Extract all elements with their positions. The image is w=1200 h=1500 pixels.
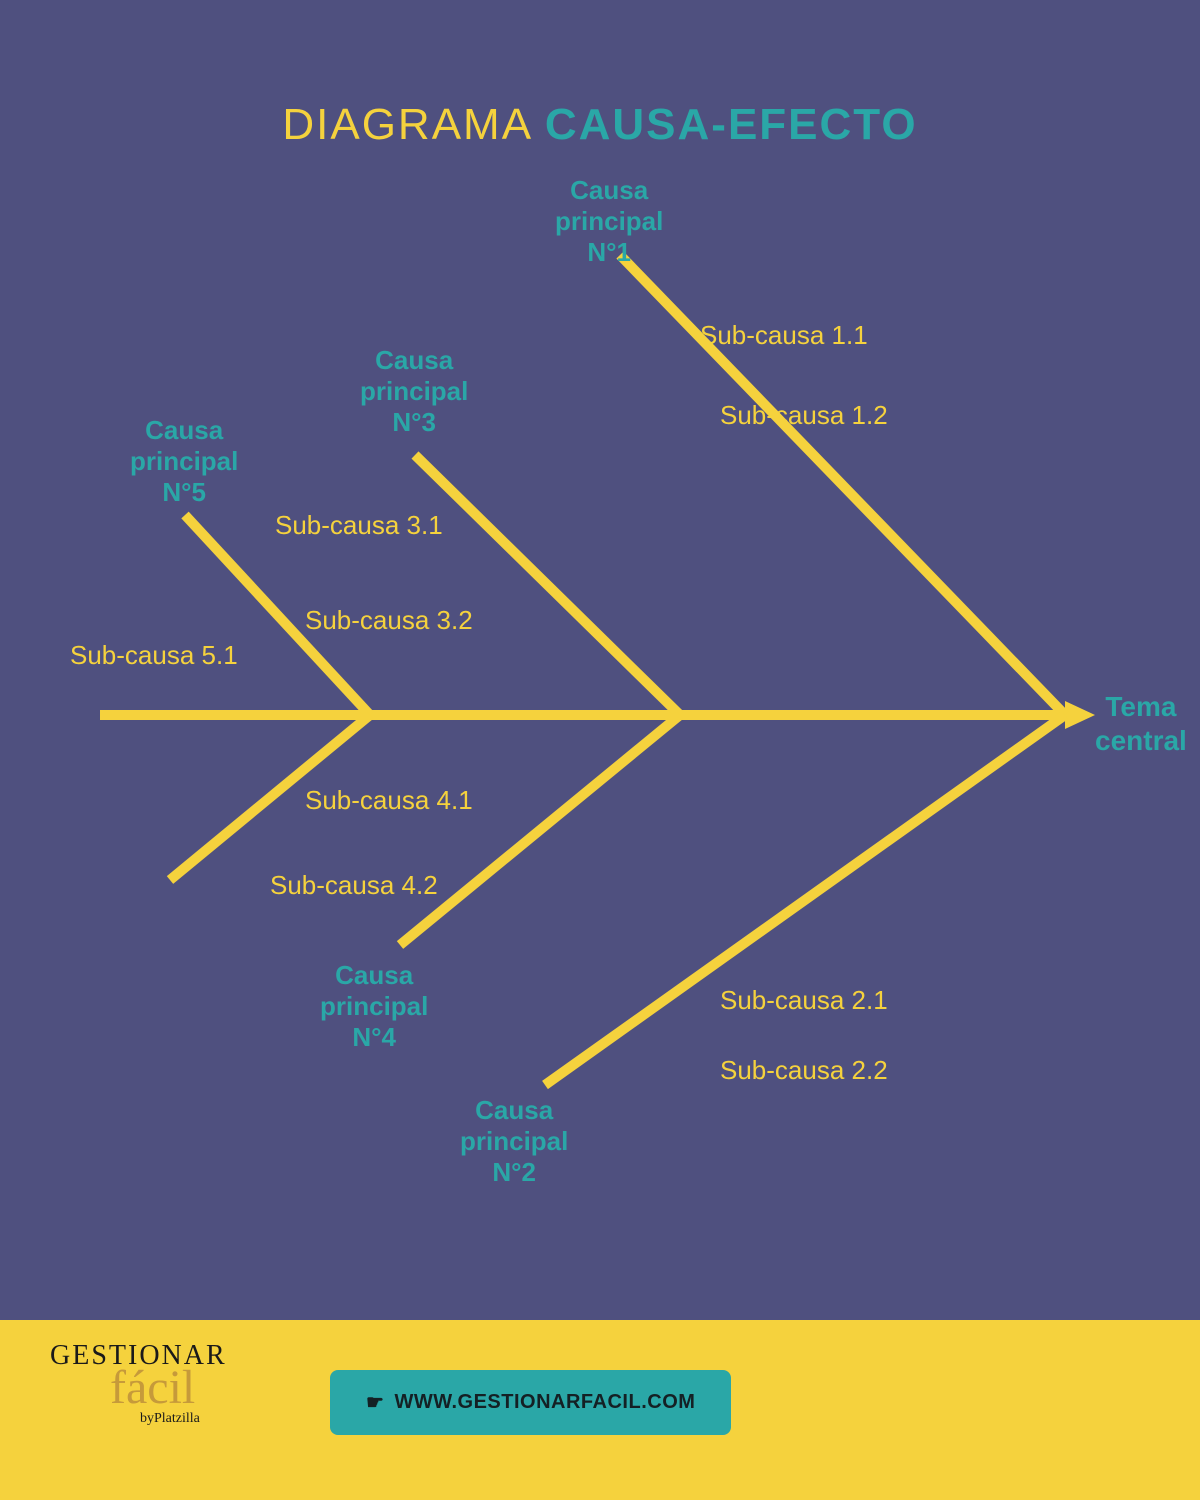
diagram-title: DIAGRAMA CAUSA-EFECTO bbox=[0, 100, 1200, 150]
tema-central-label: Tema central bbox=[1095, 690, 1187, 757]
causa-label-c2: Causa principal N°2 bbox=[460, 1095, 568, 1189]
subcausa-c5-0: Sub-causa 5.1 bbox=[70, 640, 238, 671]
causa-label-c3: Causa principal N°3 bbox=[360, 345, 468, 439]
website-button[interactable]: ☛ WWW.GESTIONARFACIL.COM bbox=[330, 1370, 731, 1435]
subcausa-c1-1: Sub-causa 1.2 bbox=[720, 400, 888, 431]
title-part1: DIAGRAMA bbox=[282, 100, 545, 149]
logo-sub-text: byPlatzilla bbox=[140, 1411, 227, 1427]
subcausa-c3-0: Sub-causa 3.1 bbox=[275, 510, 443, 541]
title-part2: CAUSA-EFECTO bbox=[545, 100, 918, 149]
subcausa-c2-0: Sub-causa 2.1 bbox=[720, 985, 888, 1016]
subcausa-c4-0: Sub-causa 4.1 bbox=[305, 785, 473, 816]
causa-label-c5: Causa principal N°5 bbox=[130, 415, 238, 509]
causa-label-c4: Causa principal N°4 bbox=[320, 960, 428, 1054]
subcausa-c4-1: Sub-causa 4.2 bbox=[270, 870, 438, 901]
pointing-hand-icon: ☛ bbox=[366, 1390, 384, 1415]
diagram-canvas: DIAGRAMA CAUSA-EFECTO Causa principal N°… bbox=[0, 0, 1200, 1500]
subcausa-c2-1: Sub-causa 2.2 bbox=[720, 1055, 888, 1086]
causa-label-c1: Causa principal N°1 bbox=[555, 175, 663, 269]
logo-block: GESTIONAR fácil byPlatzilla bbox=[50, 1340, 227, 1427]
subcausa-c1-0: Sub-causa 1.1 bbox=[700, 320, 868, 351]
subcausa-c3-1: Sub-causa 3.2 bbox=[305, 605, 473, 636]
website-url-text: WWW.GESTIONARFACIL.COM bbox=[394, 1391, 695, 1414]
footer-bar: GESTIONAR fácil byPlatzilla ☛ WWW.GESTIO… bbox=[0, 1320, 1200, 1500]
tema-text: Tema central bbox=[1095, 691, 1187, 756]
